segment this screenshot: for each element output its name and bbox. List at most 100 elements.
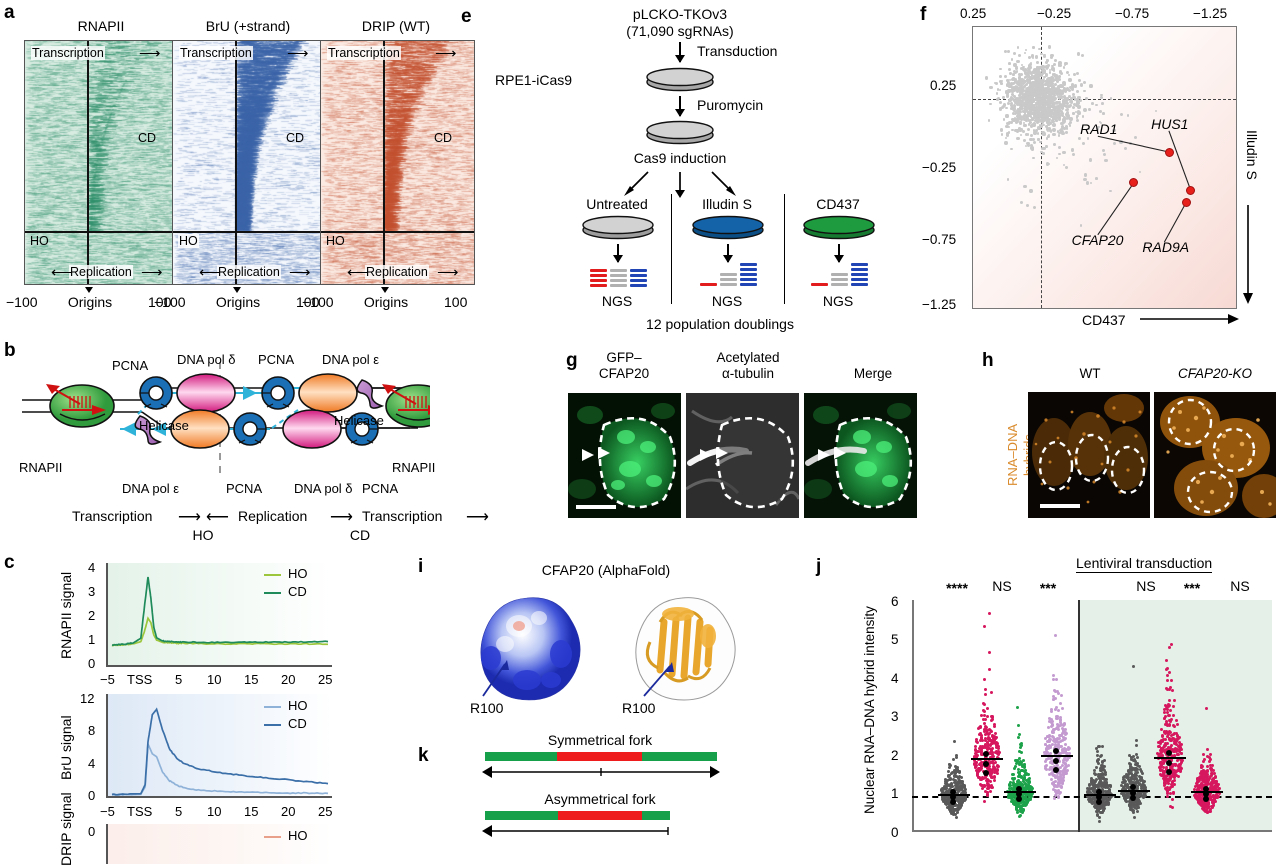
beeswarm-point xyxy=(978,739,982,743)
scatter-point xyxy=(1036,101,1040,104)
beeswarm-point xyxy=(1167,688,1171,692)
replicate-mean-point xyxy=(1016,785,1022,792)
scatter-point xyxy=(1022,86,1025,89)
scatter-point xyxy=(1051,82,1055,86)
beeswarm-point xyxy=(1169,718,1173,722)
scatter-point xyxy=(1048,97,1052,102)
beeswarm-point xyxy=(1174,743,1178,747)
scatter-point xyxy=(1031,56,1035,60)
f-ylabel: Illudin S xyxy=(1244,130,1260,180)
heatmap-ho-label: HO xyxy=(30,234,49,248)
beeswarm-point xyxy=(1096,758,1100,762)
scatter-point xyxy=(1040,120,1045,125)
scatter-point xyxy=(1069,120,1073,124)
beeswarm-point xyxy=(1177,757,1181,761)
beeswarm-point xyxy=(1171,798,1175,802)
scatter-point xyxy=(1090,101,1094,105)
scatter-point xyxy=(1052,132,1056,136)
beeswarm-point xyxy=(988,767,992,771)
beeswarm-point xyxy=(976,769,980,773)
median-bar xyxy=(1004,791,1036,794)
beeswarm-point xyxy=(1064,736,1068,740)
beeswarm-point xyxy=(1163,732,1167,736)
scatter-point xyxy=(1072,111,1076,115)
beeswarm-point xyxy=(944,781,948,785)
scatter-point xyxy=(1024,92,1028,96)
beeswarm-point xyxy=(1213,798,1217,802)
scatter-point xyxy=(1067,73,1071,77)
scatter-point xyxy=(1048,126,1052,130)
beeswarm-point xyxy=(1052,796,1056,800)
scatter-point xyxy=(1048,100,1051,104)
scatter-point xyxy=(1052,117,1056,121)
scatter-point xyxy=(1048,114,1052,118)
scatter-point xyxy=(1056,111,1061,116)
scatter-point xyxy=(1082,80,1087,85)
scatter-point xyxy=(1012,88,1017,93)
scatter-point xyxy=(1076,110,1081,114)
beeswarm-point xyxy=(1121,794,1125,798)
median-bar xyxy=(1084,793,1116,797)
beeswarm-point xyxy=(1166,708,1169,712)
scatter-point xyxy=(1084,178,1088,182)
scatter-point xyxy=(1013,77,1017,81)
beeswarm-point xyxy=(943,784,947,788)
beeswarm-point xyxy=(1057,753,1061,757)
beeswarm-point xyxy=(1167,778,1171,782)
beeswarm-point xyxy=(1177,748,1181,752)
scatter-point xyxy=(1049,56,1053,60)
beeswarm-point xyxy=(1067,748,1071,752)
beeswarm-point xyxy=(1065,770,1069,774)
beeswarm-point xyxy=(1057,792,1061,796)
beeswarm-point xyxy=(1056,737,1060,741)
scatter-point xyxy=(1103,153,1107,157)
scatter-point xyxy=(1045,82,1048,86)
scatter-point xyxy=(1047,91,1050,94)
beeswarm-point xyxy=(997,747,1001,751)
scatter-hit-rad1[interactable] xyxy=(1165,147,1175,157)
beeswarm-point xyxy=(994,742,998,746)
beeswarm-point xyxy=(1087,795,1091,799)
scatter-point xyxy=(1016,128,1020,133)
scatter-point xyxy=(1037,75,1041,79)
beeswarm-point xyxy=(987,667,991,671)
scatter-point xyxy=(1067,89,1071,93)
beeswarm-point xyxy=(990,730,994,734)
beeswarm-plot[interactable] xyxy=(912,600,1272,832)
scatter-point xyxy=(1042,77,1046,81)
beeswarm-point xyxy=(945,787,949,791)
beeswarm-point xyxy=(1161,761,1165,765)
beeswarm-point xyxy=(990,719,994,723)
beeswarm-point xyxy=(1144,785,1148,789)
beeswarm-point xyxy=(1168,720,1172,724)
beeswarm-point xyxy=(1047,719,1051,723)
beeswarm-point xyxy=(1121,781,1125,785)
scatter-plot-screen[interactable] xyxy=(972,26,1237,309)
scatter-point xyxy=(1042,65,1046,69)
scatter-hit-rad9a[interactable] xyxy=(1181,197,1191,207)
beeswarm-point xyxy=(1016,760,1020,764)
beeswarm-point xyxy=(1139,801,1143,805)
scatter-hit-hus1[interactable] xyxy=(1186,186,1196,196)
scatter-point xyxy=(1029,108,1033,112)
f-xlabel: CD437 xyxy=(1082,312,1126,328)
beeswarm-point xyxy=(1212,793,1216,797)
beeswarm-point xyxy=(1204,782,1208,786)
beeswarm-point xyxy=(1179,763,1183,767)
scatter-point xyxy=(1017,109,1021,113)
ngs-label-untreated: NGS xyxy=(601,293,633,309)
scatter-point xyxy=(1052,115,1056,119)
scatter-point xyxy=(1020,63,1024,67)
scatter-point xyxy=(1007,99,1011,102)
scatter-point xyxy=(1034,98,1037,101)
scatter-point xyxy=(1030,86,1034,90)
beeswarm-point xyxy=(1096,809,1100,813)
label-dna-pol-epsilon-bottom-left: DNA pol ε xyxy=(122,481,180,496)
beeswarm-point xyxy=(979,783,983,787)
beeswarm-point xyxy=(1128,791,1132,795)
scatter-hit-cfap20[interactable] xyxy=(1129,178,1139,188)
beeswarm-point xyxy=(1159,752,1163,756)
fork-bar-symmetrical xyxy=(485,752,717,761)
beeswarm-point xyxy=(1161,777,1165,781)
scatter-point xyxy=(1042,89,1045,93)
